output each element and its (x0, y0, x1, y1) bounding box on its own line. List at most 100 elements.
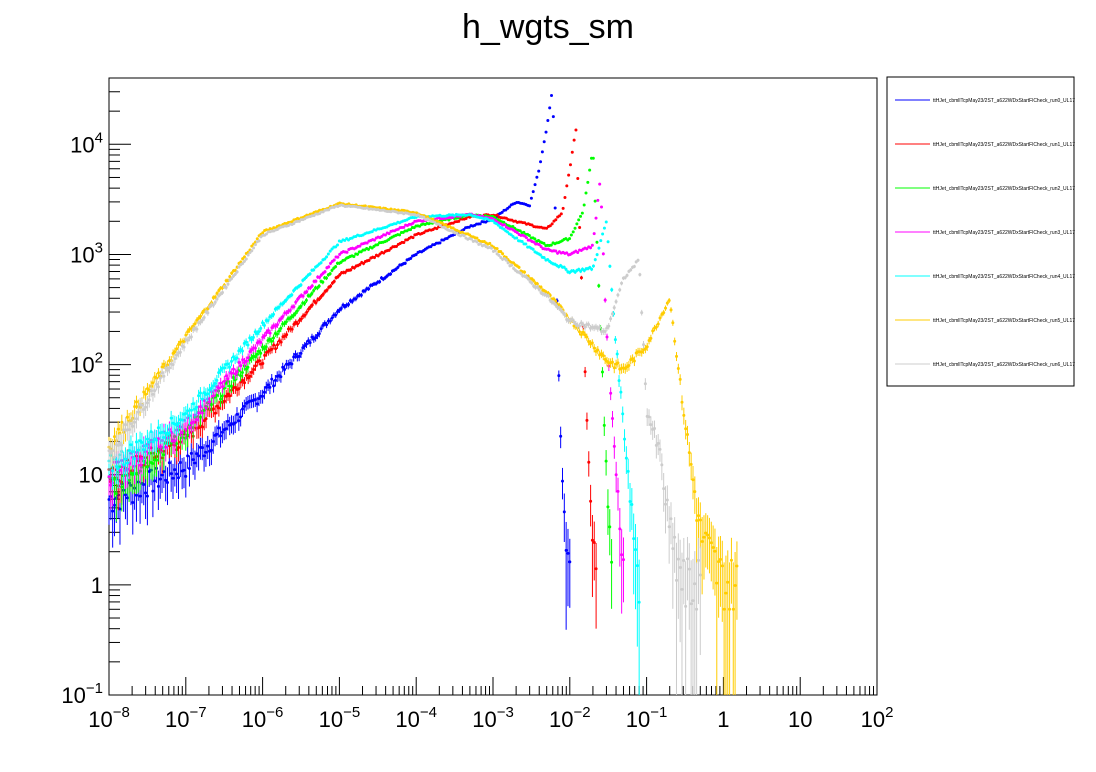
data-point (560, 479, 564, 483)
data-point (259, 351, 263, 355)
data-point (537, 243, 541, 247)
data-point (224, 374, 228, 378)
data-point (136, 448, 140, 452)
data-point (257, 330, 261, 334)
x-tick-label: 10−1 (626, 704, 668, 732)
data-point (479, 242, 483, 246)
data-point (173, 357, 177, 361)
data-point (233, 421, 237, 425)
data-point (660, 463, 664, 467)
data-point (308, 286, 312, 290)
data-point (605, 335, 609, 339)
data-point (321, 280, 325, 284)
data-point (240, 407, 244, 411)
data-point (215, 404, 219, 408)
data-point (576, 250, 580, 254)
data-point (266, 328, 270, 332)
data-point (220, 430, 224, 434)
data-point (306, 339, 310, 343)
data-point (156, 426, 160, 430)
data-point (266, 319, 270, 323)
data-point (519, 271, 523, 275)
series-4 (107, 212, 641, 695)
data-point (248, 350, 252, 354)
data-point (591, 156, 595, 160)
data-point (222, 366, 226, 370)
legend: ttHJet_cbmllTcpMay23/2ST_a622WDxStartFlC… (886, 76, 1075, 387)
data-point (283, 367, 287, 371)
y-tick-label: 102 (70, 350, 103, 378)
data-point (158, 445, 162, 449)
data-point (230, 276, 234, 280)
data-point (548, 106, 552, 110)
data-point (230, 271, 234, 275)
data-point (329, 261, 333, 265)
data-point (255, 237, 259, 241)
data-point (193, 407, 197, 411)
data-point (175, 353, 179, 357)
data-point (438, 241, 442, 245)
data-point (676, 366, 680, 370)
data-point (257, 397, 261, 401)
data-point (244, 367, 248, 371)
data-point (232, 367, 236, 371)
data-point (462, 228, 466, 232)
data-point (685, 557, 689, 561)
data-point (539, 245, 543, 249)
data-point (199, 320, 203, 324)
data-point (166, 368, 170, 372)
data-point (111, 509, 115, 513)
data-point (197, 316, 201, 320)
data-point (158, 477, 162, 481)
data-point (122, 428, 126, 432)
data-point (186, 338, 190, 342)
x-tick-label: 10 (788, 707, 812, 732)
x-tick-label: 1 (717, 707, 729, 732)
data-point (667, 298, 671, 302)
data-point (343, 258, 347, 262)
data-point (531, 247, 535, 251)
data-point (160, 371, 164, 375)
data-point (684, 604, 688, 608)
data-point (552, 301, 556, 305)
data-point (288, 308, 292, 312)
data-point (542, 140, 546, 144)
data-point (200, 311, 204, 315)
data-point (429, 245, 433, 249)
data-point (142, 390, 146, 394)
data-point (208, 400, 212, 404)
data-point (587, 340, 591, 344)
data-point (252, 246, 256, 250)
data-point (396, 265, 400, 269)
y-tick-label: 103 (70, 239, 103, 267)
data-point (593, 258, 597, 262)
data-point (678, 566, 682, 570)
data-point (409, 256, 413, 260)
data-point (475, 240, 479, 244)
data-point (176, 421, 180, 425)
data-point (197, 411, 201, 415)
plot-area: 10−8 10−7 10−6 10−5 10−4 10−3 10−2 10−1 1 10 102 10… (61, 77, 893, 732)
data-point (572, 320, 576, 324)
data-point (314, 279, 318, 283)
data-point (237, 387, 241, 391)
data-point (557, 303, 561, 307)
data-point (328, 319, 332, 323)
data-point (125, 496, 129, 500)
data-point (133, 457, 137, 461)
data-point (325, 255, 329, 259)
data-point (402, 225, 406, 229)
data-point (581, 330, 585, 334)
data-point (158, 376, 162, 380)
data-point (614, 473, 618, 477)
data-point (600, 370, 604, 374)
data-point (314, 336, 318, 340)
data-point (602, 423, 606, 427)
data-point (127, 478, 131, 482)
data-point (609, 391, 613, 395)
data-point (217, 426, 221, 430)
data-point (562, 265, 566, 269)
data-point (565, 184, 569, 188)
x-tick-label: 10−5 (319, 704, 361, 732)
y-tick-label: 10−1 (61, 680, 103, 708)
